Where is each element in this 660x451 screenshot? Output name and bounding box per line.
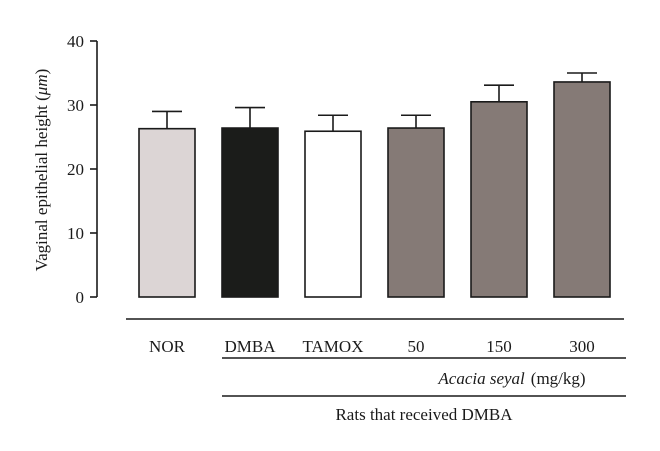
y-axis-title: Vaginal epithelial height (μm) [32, 69, 51, 272]
y-tick-label-4: 40 [67, 32, 84, 51]
acacia-group-label-species: Acacia seyal [437, 369, 525, 388]
x-category-label-2: TAMOX [303, 337, 364, 356]
acacia-group-label: Acacia seyal (mg/kg) [437, 369, 585, 388]
y-axis: 0 10 20 30 40 [67, 32, 98, 307]
y-axis-title-prefix: Vaginal epithelial height ( [32, 95, 51, 271]
x-category-label-3: 50 [408, 337, 425, 356]
bar-0 [138, 127, 196, 298]
bar-3 [387, 127, 445, 298]
acacia-group-label-unit: (mg/kg) [531, 369, 586, 388]
y-axis-title-unit: μm [32, 74, 51, 96]
bars [138, 72, 611, 298]
x-axis: NOR DMBA TAMOX 50 150 300 [126, 318, 624, 356]
y-axis-title-suffix: ) [32, 69, 51, 75]
x-category-label-1: DMBA [224, 337, 276, 356]
y-tick-label-1: 10 [67, 224, 84, 243]
y-tick-label-2: 20 [67, 160, 84, 179]
x-category-label-0: NOR [149, 337, 186, 356]
bar-2 [304, 130, 362, 298]
bar-4 [470, 101, 528, 298]
y-tick-label-3: 30 [67, 96, 84, 115]
x-category-label-5: 300 [569, 337, 595, 356]
dmba-group-label: Rats that received DMBA [335, 405, 513, 424]
bar-5 [553, 81, 611, 298]
y-tick-label-0: 0 [76, 288, 85, 307]
bar-1 [221, 127, 279, 298]
x-category-label-4: 150 [486, 337, 512, 356]
